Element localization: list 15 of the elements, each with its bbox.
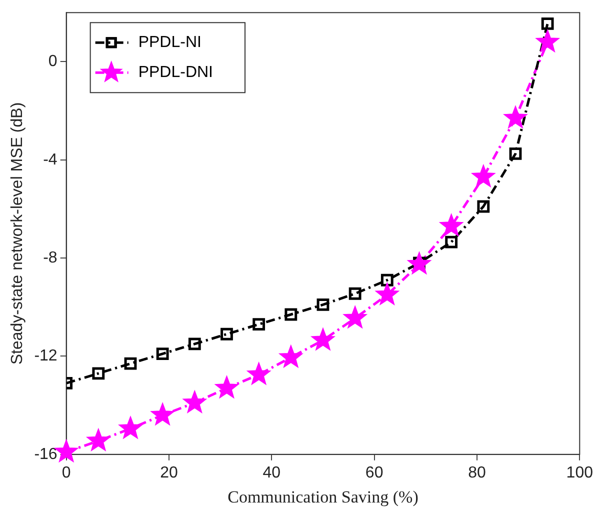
legend-label: PPDL-NI — [138, 34, 202, 52]
x-tick-label: 0 — [62, 464, 71, 482]
y-tick-label: -12 — [34, 348, 58, 365]
x-tick-label: 20 — [160, 464, 178, 482]
legend-label: PPDL-DNI — [138, 64, 214, 82]
x-axis-title: Communication Saving (%) — [228, 487, 418, 506]
y-axis-title: Steady-state network-level MSE (dB) — [9, 102, 26, 365]
x-tick-label: 80 — [468, 464, 486, 482]
x-tick-label: 100 — [566, 464, 594, 482]
x-tick-label: 60 — [365, 464, 384, 482]
x-tick-label: 40 — [262, 464, 281, 482]
y-tick-label: 0 — [48, 53, 58, 70]
y-tick-label: -16 — [34, 446, 58, 463]
y-tick-label: -8 — [43, 249, 58, 266]
y-tick-label: -4 — [43, 151, 58, 168]
